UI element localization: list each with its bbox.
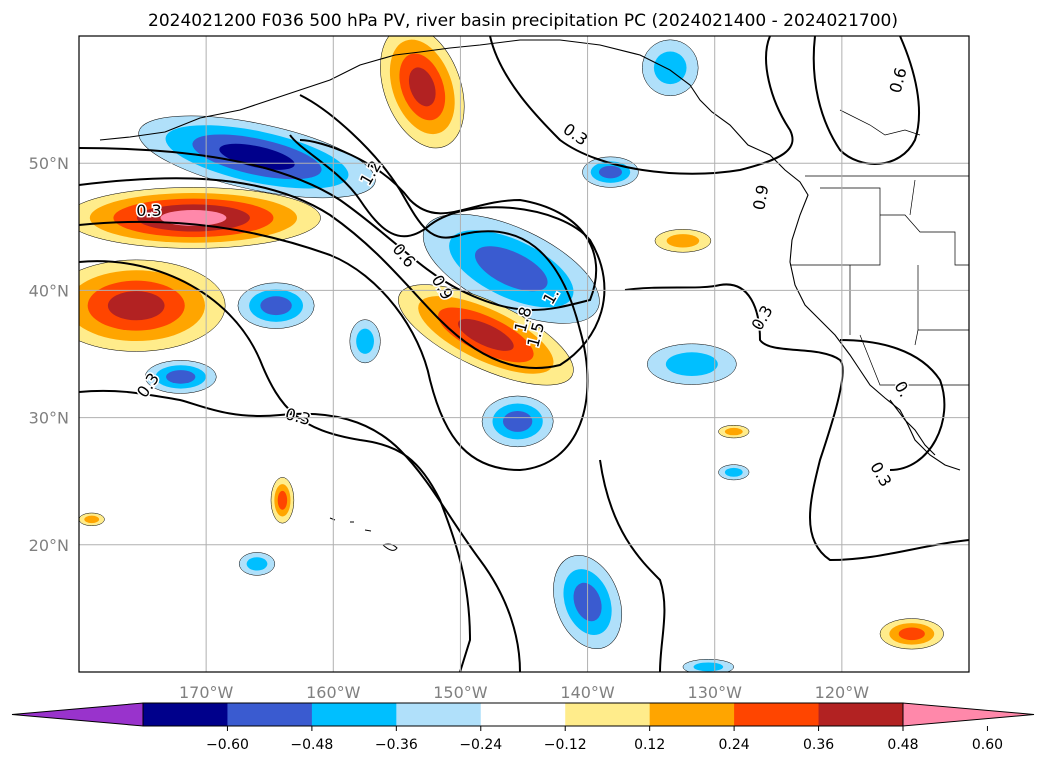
y-tick-label-3: 50°N	[29, 154, 69, 173]
colorbar-frame	[142, 702, 904, 727]
colorbar-segment-5	[565, 703, 651, 726]
border-canada-1	[839, 109, 921, 136]
colorbar-segment-3	[396, 703, 482, 726]
colorbar-tick-label-5: 0.12	[634, 737, 665, 753]
colorbar-tick-label-0: −0.60	[206, 737, 249, 753]
shaded-region-17-level-1	[246, 557, 268, 571]
shaded-region-6-level-3	[408, 67, 436, 107]
colorbar-extend-high	[902, 702, 1035, 727]
colorbar-tick-label-9: 0.60	[972, 737, 1003, 753]
shaded-region-16-level-1	[356, 328, 374, 354]
shaded-region-12-level-2	[166, 370, 196, 384]
colorbar-segment-0	[143, 703, 228, 726]
x-tick-label-5: 120°W	[815, 683, 870, 702]
contour-label-12: 0.9	[749, 183, 772, 211]
contour-label-3: 0.3	[136, 201, 161, 220]
x-axis-tick-labels: 170°W 160°W 150°W 140°W 130°W 120°W	[179, 683, 869, 702]
x-tick-label-0: 170°W	[179, 683, 234, 702]
map-frame	[78, 35, 970, 673]
y-tick-label-0: 20°N	[29, 536, 69, 555]
pv-contour-0-6-ne	[812, 36, 921, 165]
shaded-region-20-level-1	[84, 515, 100, 524]
coastline-baja	[889, 399, 936, 456]
colorbar-extend-low	[11, 702, 144, 727]
pv-contour-0-6	[79, 94, 589, 472]
colorbar-tick-label-7: 0.36	[803, 737, 834, 753]
pv-contour-1-2	[79, 139, 598, 311]
state-borders	[790, 179, 969, 386]
map-area: 0.30.61.20.30.60.90.30.31.81.51.0.30.90.…	[78, 35, 970, 673]
colorbar-segment-4	[480, 703, 566, 726]
colorbar-tick-label-6: 0.24	[719, 737, 750, 753]
colorbar-segment-6	[649, 703, 735, 726]
shaded-region-21-level-1	[693, 662, 724, 672]
shaded-region-8-level-2	[598, 165, 622, 179]
y-axis-tick-labels: 20°N 30°N 40°N 50°N	[29, 154, 69, 555]
shaded-region-15-level-2	[898, 627, 925, 641]
colorbar-tick-label-8: 0.48	[887, 737, 918, 753]
x-tick-label-4: 130°W	[688, 683, 743, 702]
x-tick-label-2: 150°W	[433, 683, 488, 702]
colorbar-segment-2	[311, 703, 397, 726]
shaded-region-4-level-2	[475, 246, 548, 292]
shaded-region-11-level-1	[665, 352, 718, 377]
gridlines	[79, 36, 969, 672]
colorbar: −0.60 −0.48 −0.36 −0.24 −0.12 0.12 0.24 0.36 0.4…	[11, 702, 1035, 753]
pv-contour-0-3-south	[79, 389, 521, 672]
shaded-region-1-level-4	[160, 209, 227, 226]
hawaii-islands	[329, 517, 398, 551]
colorbar-tick-label-2: −0.36	[375, 737, 418, 753]
shaded-region-3-level-2	[260, 296, 292, 316]
pv-contours	[79, 36, 969, 672]
colorbar-segment-7	[734, 703, 820, 726]
x-tick-label-1: 160°W	[306, 683, 361, 702]
colorbar-tick-label-4: −0.12	[544, 737, 587, 753]
y-tick-label-2: 40°N	[29, 281, 69, 300]
colorbar-tick-label-1: −0.48	[290, 737, 333, 753]
shaded-precip-pc	[79, 36, 944, 672]
colorbar-segment-1	[227, 703, 313, 726]
shaded-region-10-level-2	[502, 410, 533, 432]
pv-contour-0-6-east	[839, 339, 946, 471]
chart-title: 2024021200 F036 500 hPa PV, river basin …	[148, 11, 898, 31]
y-tick-label-1: 30°N	[29, 409, 69, 428]
shaded-region-5-level-3	[458, 318, 514, 351]
shaded-region-19-level-1	[724, 467, 743, 477]
coastlines	[99, 39, 969, 551]
pv-contour-0-3-center	[599, 459, 666, 672]
colorbar-tick-label-3: −0.24	[459, 737, 502, 753]
shaded-region-2-level-3	[107, 291, 165, 321]
shaded-region-14-level-2	[277, 490, 288, 510]
shaded-region-9-level-1	[666, 234, 700, 248]
x-tick-label-3: 140°W	[560, 683, 615, 702]
shaded-region-18-level-1	[724, 427, 743, 436]
pv-contour-0-3-north	[489, 36, 794, 175]
coastline-north-america	[99, 39, 961, 471]
colorbar-segment-8	[818, 703, 904, 726]
